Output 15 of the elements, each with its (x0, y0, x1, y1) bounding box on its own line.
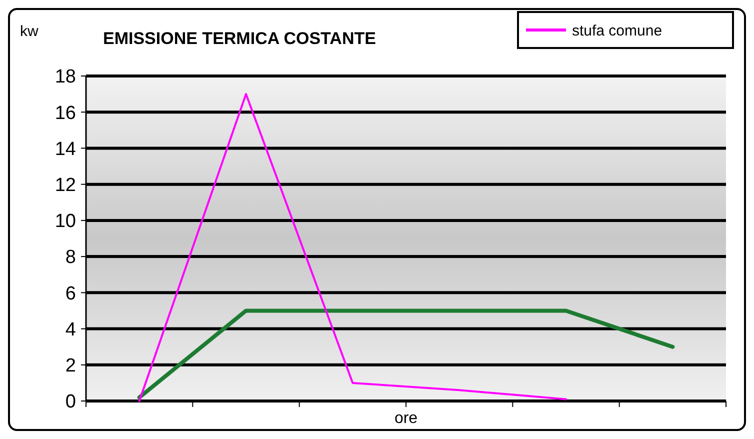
y-tick-label: 12 (54, 174, 76, 196)
y-tick-label: 18 (54, 66, 76, 88)
y-tick-label: 4 (65, 319, 76, 340)
y-tick-label: 8 (65, 247, 76, 268)
chart-title: EMISSIONE TERMICA COSTANTE (103, 29, 376, 48)
x-axis-title: ore (394, 410, 418, 427)
y-tick-label: 2 (65, 356, 76, 377)
y-tick-label: 0 (65, 392, 76, 413)
y-axis-title: kw (20, 23, 38, 40)
y-tick-label: 14 (54, 138, 76, 160)
legend-label: stufa comune (572, 22, 662, 40)
y-tick-label: 16 (54, 102, 76, 124)
y-tick-label: 10 (54, 211, 76, 232)
line-series (138, 93, 567, 402)
y-tick-label: 6 (65, 283, 76, 304)
